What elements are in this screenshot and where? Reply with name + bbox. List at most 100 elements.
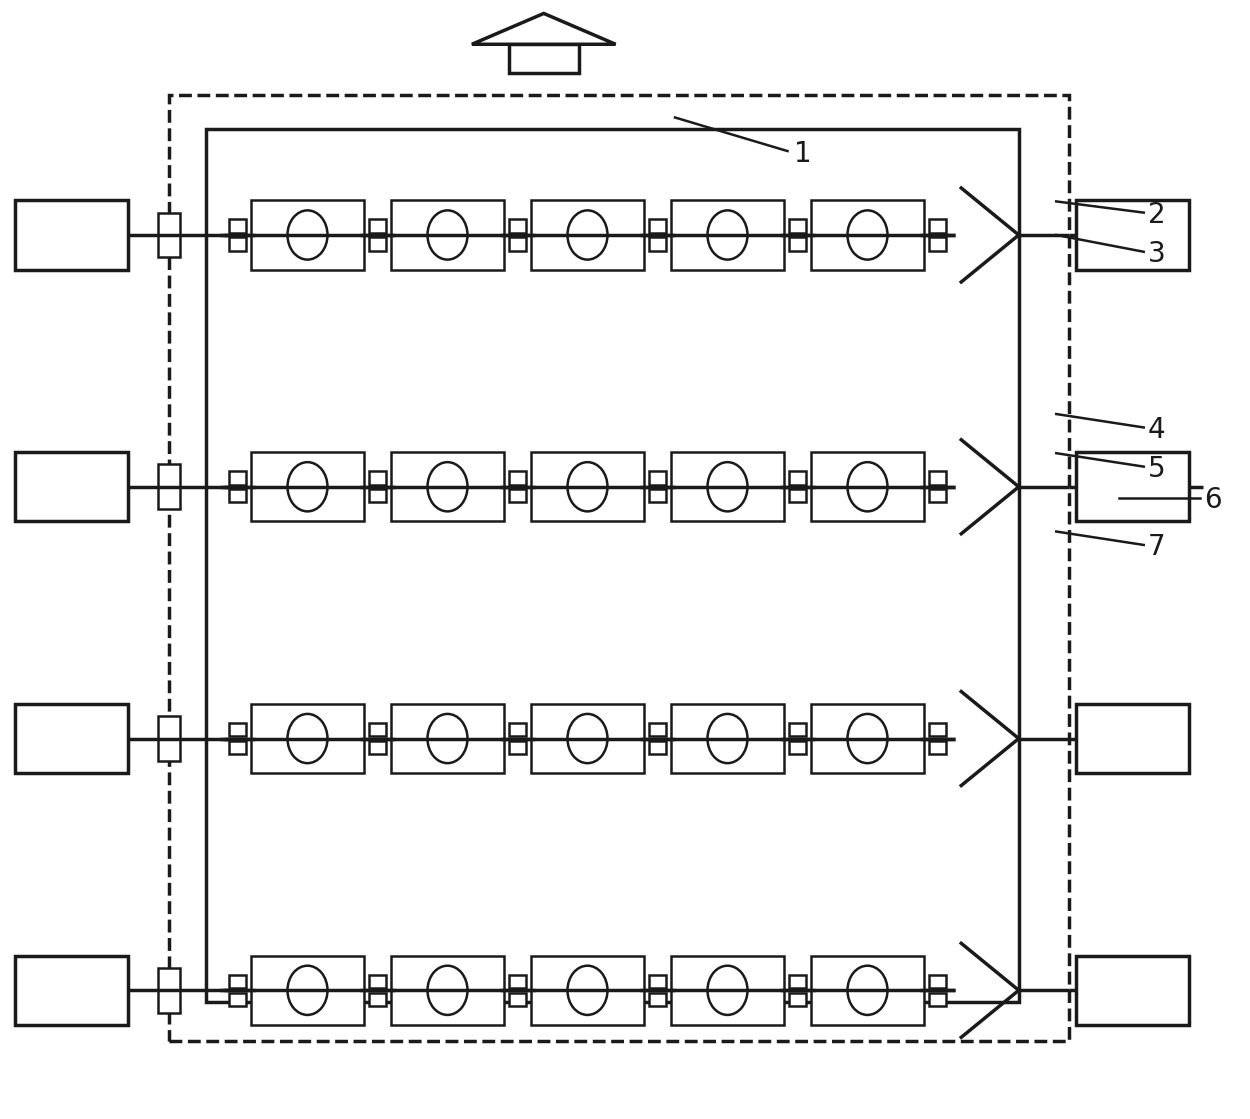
Bar xyxy=(811,704,924,773)
Bar xyxy=(251,452,364,521)
Bar xyxy=(531,956,644,1025)
Bar xyxy=(369,489,386,502)
Bar xyxy=(15,200,128,270)
Bar xyxy=(789,471,806,485)
Bar xyxy=(229,975,246,988)
Bar xyxy=(811,200,924,270)
Bar xyxy=(509,975,526,988)
Ellipse shape xyxy=(568,714,608,763)
Bar xyxy=(229,993,246,1006)
Ellipse shape xyxy=(848,714,888,763)
Bar xyxy=(789,975,806,988)
Bar xyxy=(671,200,784,270)
Text: 7: 7 xyxy=(1148,533,1165,562)
Bar xyxy=(789,489,806,502)
Ellipse shape xyxy=(848,210,888,260)
Bar xyxy=(649,975,666,988)
Bar xyxy=(251,704,364,773)
Bar xyxy=(811,956,924,1025)
Bar xyxy=(509,723,526,736)
Bar xyxy=(649,741,666,754)
Bar xyxy=(158,213,180,257)
Ellipse shape xyxy=(848,462,888,511)
Bar xyxy=(369,993,386,1006)
Bar xyxy=(789,993,806,1006)
Bar xyxy=(671,704,784,773)
Bar xyxy=(929,489,946,502)
Bar xyxy=(789,741,806,754)
Bar xyxy=(649,471,666,485)
Bar xyxy=(671,956,784,1025)
Text: 1: 1 xyxy=(794,140,811,169)
Ellipse shape xyxy=(568,210,608,260)
Bar xyxy=(929,993,946,1006)
Bar xyxy=(391,200,504,270)
Bar xyxy=(229,237,246,251)
Bar xyxy=(369,237,386,251)
Bar xyxy=(929,741,946,754)
Bar xyxy=(391,956,504,1025)
Bar xyxy=(789,723,806,736)
Ellipse shape xyxy=(707,210,747,260)
Ellipse shape xyxy=(288,462,328,511)
Bar xyxy=(158,968,180,1013)
Bar xyxy=(649,723,666,736)
Ellipse shape xyxy=(707,966,747,1015)
Bar xyxy=(169,95,1069,1041)
Bar xyxy=(811,452,924,521)
Bar xyxy=(229,471,246,485)
Bar xyxy=(206,129,1019,1002)
Bar xyxy=(391,704,504,773)
Bar xyxy=(369,471,386,485)
Text: 3: 3 xyxy=(1148,239,1165,269)
Bar xyxy=(929,723,946,736)
Bar xyxy=(929,471,946,485)
Ellipse shape xyxy=(568,966,608,1015)
Bar xyxy=(789,237,806,251)
Ellipse shape xyxy=(848,966,888,1015)
Bar xyxy=(251,956,364,1025)
Ellipse shape xyxy=(707,462,747,511)
Bar xyxy=(509,741,526,754)
Text: 5: 5 xyxy=(1148,454,1165,483)
Bar xyxy=(649,489,666,502)
Bar xyxy=(929,975,946,988)
Ellipse shape xyxy=(428,210,468,260)
Ellipse shape xyxy=(428,462,468,511)
Bar xyxy=(509,993,526,1006)
Bar xyxy=(509,489,526,502)
Ellipse shape xyxy=(707,714,747,763)
Bar xyxy=(531,704,644,773)
Bar xyxy=(649,237,666,251)
Bar xyxy=(531,200,644,270)
Ellipse shape xyxy=(288,966,328,1015)
Bar xyxy=(229,723,246,736)
Bar xyxy=(929,237,946,251)
Ellipse shape xyxy=(428,714,468,763)
Bar xyxy=(1076,956,1189,1025)
Bar xyxy=(509,219,526,233)
Text: 4: 4 xyxy=(1148,415,1165,444)
Bar xyxy=(649,993,666,1006)
Bar xyxy=(1076,452,1189,521)
Bar xyxy=(158,464,180,509)
Bar xyxy=(251,200,364,270)
Bar xyxy=(509,471,526,485)
Bar xyxy=(15,704,128,773)
Bar xyxy=(369,723,386,736)
Bar xyxy=(391,452,504,521)
Text: 6: 6 xyxy=(1204,486,1221,515)
Bar xyxy=(1076,704,1189,773)
Bar xyxy=(509,237,526,251)
Bar xyxy=(229,219,246,233)
Ellipse shape xyxy=(288,714,328,763)
Bar xyxy=(158,716,180,761)
Bar xyxy=(789,219,806,233)
Bar xyxy=(649,219,666,233)
Bar xyxy=(531,452,644,521)
Bar xyxy=(929,219,946,233)
Bar xyxy=(15,956,128,1025)
Bar xyxy=(15,452,128,521)
Bar xyxy=(671,452,784,521)
Bar xyxy=(1076,200,1189,270)
